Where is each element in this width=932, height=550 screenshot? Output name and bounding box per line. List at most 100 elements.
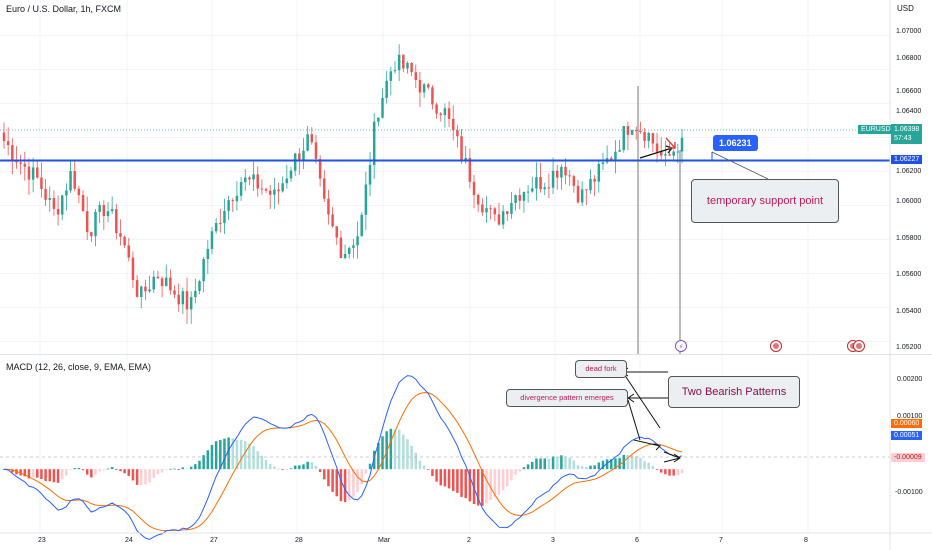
candle-body bbox=[552, 171, 554, 188]
macd-histogram-bar bbox=[652, 466, 654, 469]
candle-body bbox=[215, 223, 217, 231]
macd-histogram-bar bbox=[136, 469, 138, 485]
candle-body bbox=[514, 195, 516, 203]
candle-body bbox=[144, 287, 146, 292]
macd-histogram-bar bbox=[269, 464, 271, 469]
macd-histogram-bar bbox=[331, 469, 333, 492]
support-callout[interactable]: 1.06231 bbox=[713, 135, 758, 151]
macd-histogram-bar bbox=[36, 469, 38, 477]
candle-body bbox=[111, 209, 113, 211]
macd-histogram-bar bbox=[177, 469, 179, 470]
macd-histogram-bar bbox=[593, 465, 595, 469]
macd-histogram-bar bbox=[656, 469, 658, 470]
support-annotation[interactable]: temporary support point bbox=[691, 179, 839, 223]
candle-body bbox=[273, 190, 275, 195]
candle-body bbox=[494, 208, 496, 214]
candle-body bbox=[385, 81, 387, 98]
macd-histogram-bar bbox=[286, 469, 288, 470]
candle-body bbox=[631, 130, 633, 135]
macd-histogram-bar bbox=[639, 458, 641, 469]
candle-body bbox=[115, 209, 117, 233]
candle-body bbox=[315, 142, 317, 159]
macd-histogram-bar bbox=[311, 462, 313, 469]
macd-histogram-bar bbox=[53, 469, 55, 482]
macd-histogram-bar bbox=[61, 469, 63, 479]
macd-histogram-bar bbox=[498, 469, 500, 495]
candle-body bbox=[94, 212, 96, 236]
currency-label: USD bbox=[897, 4, 914, 13]
macd-histogram-bar bbox=[281, 469, 283, 470]
candle-body bbox=[444, 108, 446, 115]
macd-histogram-bar bbox=[573, 460, 575, 469]
candle-body bbox=[677, 152, 679, 153]
time-tick: 2 bbox=[467, 537, 471, 544]
macd-histogram-bar bbox=[336, 469, 338, 496]
candle-body bbox=[323, 179, 325, 199]
macd-histogram-bar bbox=[519, 469, 521, 471]
macd-histogram-bar bbox=[169, 469, 171, 470]
macd-histogram-bar bbox=[194, 464, 196, 469]
candle-body bbox=[660, 152, 662, 156]
macd-histogram-bar bbox=[40, 469, 42, 479]
candle-body bbox=[519, 195, 521, 201]
candle-body bbox=[186, 291, 188, 309]
candle-body bbox=[227, 200, 229, 211]
bearish-annotation[interactable]: Two Bearish Patterns bbox=[668, 376, 800, 408]
chart-title[interactable]: Euro / U.S. Dollar, 1h, FXCM bbox=[6, 4, 121, 14]
dead-fork-annotation[interactable]: dead fork bbox=[575, 360, 627, 378]
candle-body bbox=[427, 84, 429, 87]
candle-body bbox=[464, 158, 466, 160]
candle-body bbox=[73, 171, 75, 189]
candle-body bbox=[452, 119, 454, 130]
macd-histogram-bar bbox=[111, 467, 113, 469]
candle-body bbox=[589, 179, 591, 190]
candle-body bbox=[498, 214, 500, 224]
macd-histogram-bar bbox=[527, 464, 529, 469]
macd-histogram-bar bbox=[435, 469, 437, 481]
candle-body bbox=[211, 231, 213, 249]
macd-histogram-bar bbox=[98, 469, 100, 471]
macd-histogram-bar bbox=[560, 455, 562, 469]
candle-body bbox=[311, 134, 313, 142]
candle-body bbox=[232, 200, 234, 201]
candle-body bbox=[477, 195, 479, 205]
candle-body bbox=[602, 162, 604, 163]
macd-legend[interactable]: MACD (12, 26, close, 9, EMA, EMA) bbox=[6, 362, 151, 372]
candle-body bbox=[256, 174, 258, 188]
candle-body bbox=[244, 177, 246, 182]
macd-histogram-bar bbox=[539, 459, 541, 470]
candle-body bbox=[448, 108, 450, 119]
candle-body bbox=[65, 190, 67, 195]
candle-body bbox=[132, 258, 134, 281]
macd-histogram-bar bbox=[460, 469, 462, 497]
price-tick: 1.05800 bbox=[896, 235, 921, 242]
candle-body bbox=[148, 289, 150, 291]
candle-body bbox=[681, 138, 683, 152]
macd-histogram-bar bbox=[514, 469, 516, 475]
candle-body bbox=[69, 171, 71, 190]
macd-histogram-bar bbox=[323, 469, 325, 479]
candle-body bbox=[11, 145, 13, 160]
candle-body bbox=[410, 63, 412, 72]
candle-body bbox=[157, 277, 159, 279]
candle-body bbox=[152, 277, 154, 290]
macd-histogram-bar bbox=[78, 468, 80, 469]
divergence-annotation[interactable]: divergence pattern emerges bbox=[506, 389, 628, 407]
candle-body bbox=[277, 190, 279, 192]
macd-value-b: 0.00051 bbox=[891, 431, 922, 440]
macd-histogram-bar bbox=[390, 429, 392, 469]
macd-histogram-bar bbox=[564, 456, 566, 469]
candle-body bbox=[82, 195, 84, 211]
macd-value-a: 0.00060 bbox=[891, 419, 922, 428]
macd-histogram-bar bbox=[406, 439, 408, 469]
candle-body bbox=[365, 185, 367, 215]
macd-histogram-bar bbox=[365, 469, 367, 474]
macd-histogram-bar bbox=[207, 450, 209, 469]
candle-body bbox=[252, 174, 254, 179]
candle-body bbox=[49, 198, 51, 200]
macd-histogram-bar bbox=[82, 469, 84, 470]
macd-histogram-bar bbox=[44, 469, 46, 481]
candle-body bbox=[356, 236, 358, 245]
candle-body bbox=[336, 226, 338, 237]
macd-histogram-bar bbox=[57, 469, 59, 483]
